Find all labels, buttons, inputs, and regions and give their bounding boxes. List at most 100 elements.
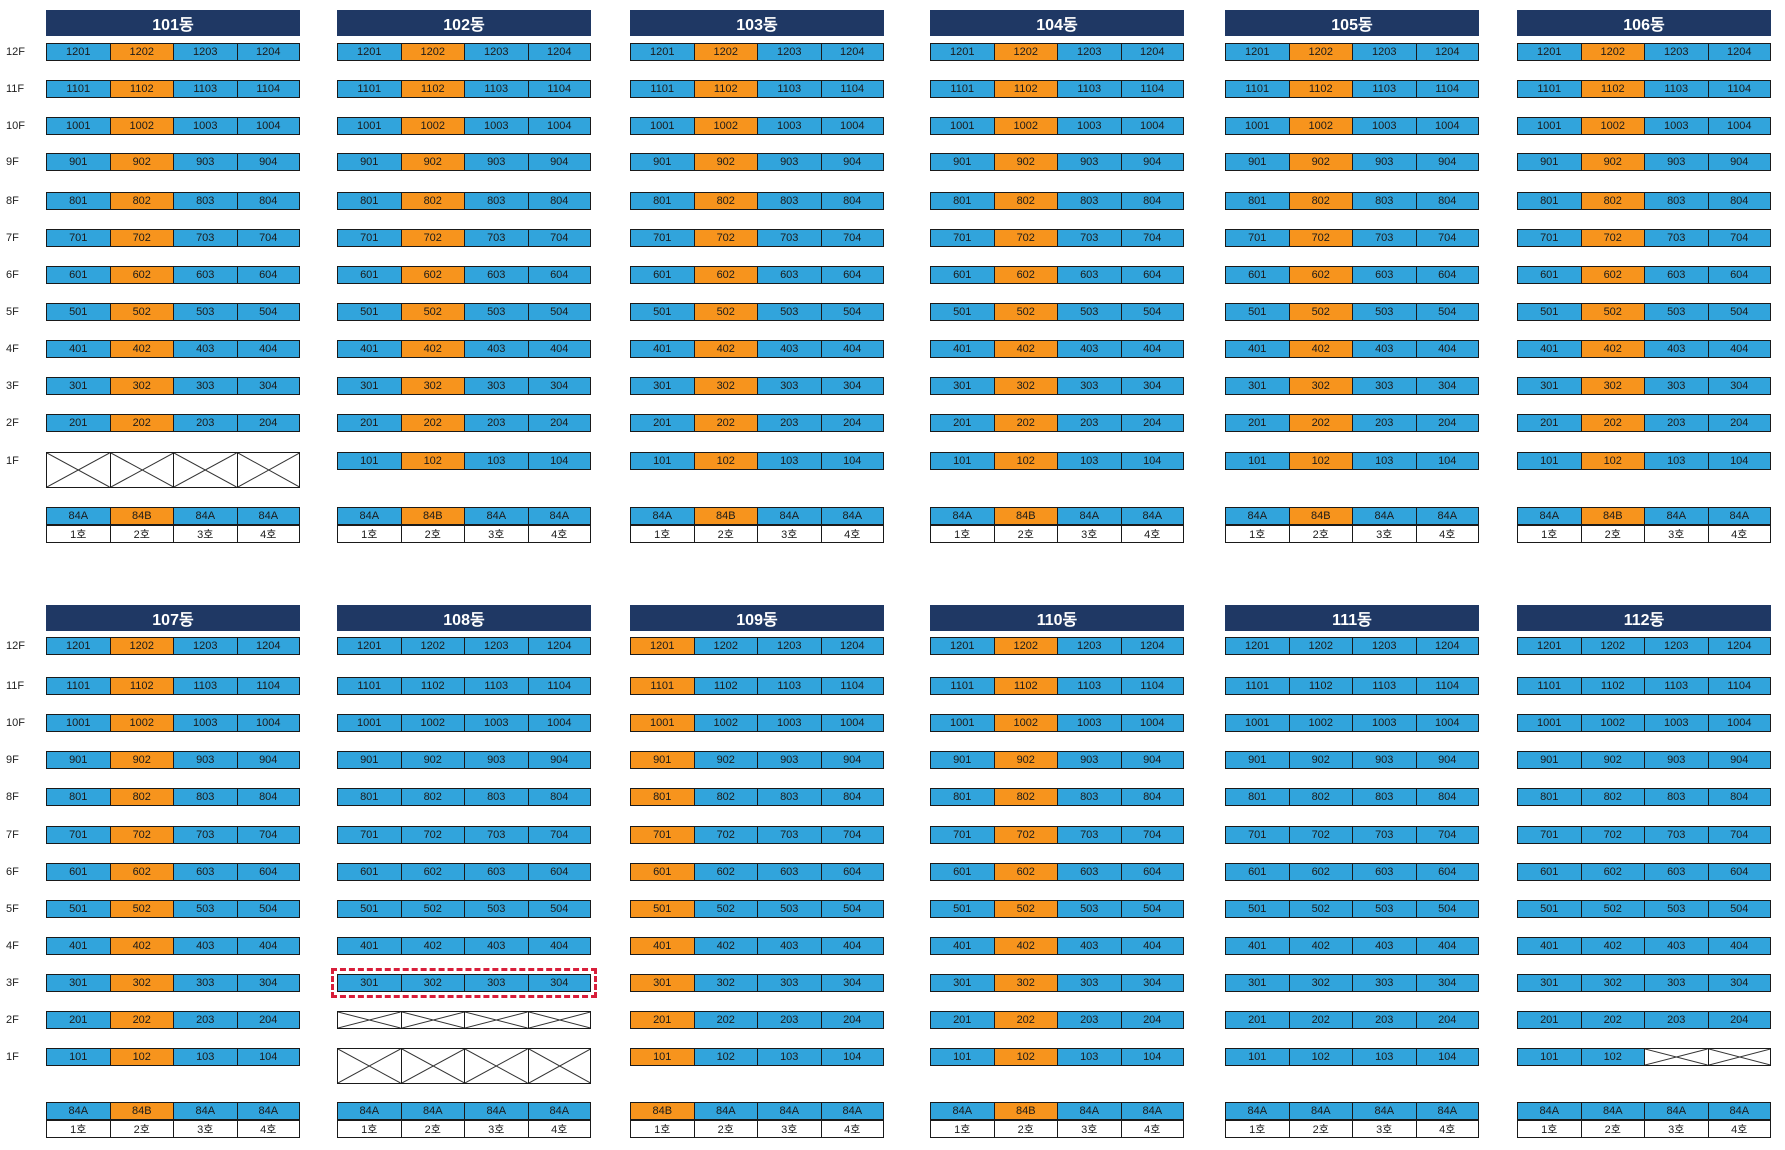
unit-cell[interactable]: 1003: [1057, 117, 1121, 135]
unit-cell[interactable]: 1102: [1580, 677, 1644, 695]
unit-cell[interactable]: 304: [527, 974, 591, 992]
unit-cell[interactable]: 704: [820, 826, 884, 844]
unit-cell[interactable]: 504: [1120, 900, 1184, 918]
unit-cell[interactable]: 304: [236, 377, 300, 395]
unit-cell[interactable]: 201: [1517, 1011, 1581, 1029]
unit-cell[interactable]: 702: [993, 826, 1057, 844]
unit-cell[interactable]: 1001: [930, 714, 994, 732]
unit-cell[interactable]: 1004: [1415, 714, 1479, 732]
unit-cell[interactable]: 403: [757, 340, 821, 358]
unit-cell[interactable]: 204: [1120, 1011, 1184, 1029]
unit-cell[interactable]: 803: [173, 192, 237, 210]
unit-cell[interactable]: 404: [527, 340, 591, 358]
unit-cell[interactable]: 404: [527, 937, 591, 955]
unit-cell[interactable]: 803: [1352, 192, 1416, 210]
unit-cell[interactable]: 1002: [1580, 714, 1644, 732]
unit-cell[interactable]: 303: [173, 377, 237, 395]
unit-cell[interactable]: 504: [527, 303, 591, 321]
unit-cell[interactable]: 1001: [630, 714, 694, 732]
unit-cell[interactable]: 1204: [1415, 43, 1479, 61]
unit-cell[interactable]: 603: [1644, 266, 1708, 284]
unit-cell[interactable]: 1102: [400, 80, 464, 98]
unit-cell[interactable]: 401: [337, 937, 401, 955]
unit-cell[interactable]: 101: [1517, 1048, 1581, 1066]
unit-cell[interactable]: 303: [757, 377, 821, 395]
unit-cell[interactable]: 1201: [1517, 637, 1581, 655]
unit-cell[interactable]: 304: [1415, 974, 1479, 992]
unit-cell[interactable]: 603: [1644, 863, 1708, 881]
unit-cell[interactable]: 1104: [1707, 80, 1771, 98]
unit-cell[interactable]: 402: [693, 340, 757, 358]
unit-cell[interactable]: 702: [693, 826, 757, 844]
unit-cell[interactable]: 1203: [464, 637, 528, 655]
unit-cell[interactable]: 401: [930, 937, 994, 955]
unit-cell[interactable]: 904: [1415, 153, 1479, 171]
unit-cell[interactable]: 501: [630, 900, 694, 918]
unit-cell[interactable]: 1204: [1707, 43, 1771, 61]
unit-cell[interactable]: 1001: [337, 714, 401, 732]
unit-cell[interactable]: 501: [1225, 303, 1289, 321]
unit-cell[interactable]: 102: [400, 452, 464, 470]
unit-cell[interactable]: 302: [1288, 974, 1352, 992]
unit-cell[interactable]: 1201: [337, 43, 401, 61]
unit-cell[interactable]: 601: [337, 863, 401, 881]
unit-cell[interactable]: 903: [173, 153, 237, 171]
unit-cell[interactable]: 402: [1288, 937, 1352, 955]
unit-cell[interactable]: 102: [693, 1048, 757, 1066]
unit-cell[interactable]: 1103: [757, 677, 821, 695]
unit-cell[interactable]: 1004: [527, 117, 591, 135]
unit-cell[interactable]: 203: [757, 1011, 821, 1029]
unit-cell[interactable]: 304: [820, 974, 884, 992]
unit-cell[interactable]: 201: [1225, 1011, 1289, 1029]
unit-cell[interactable]: 804: [1120, 788, 1184, 806]
unit-cell[interactable]: 1101: [630, 677, 694, 695]
unit-cell[interactable]: 1202: [993, 43, 1057, 61]
unit-cell[interactable]: 1001: [1517, 714, 1581, 732]
unit-cell[interactable]: 1101: [930, 80, 994, 98]
unit-cell[interactable]: 1203: [1352, 637, 1416, 655]
unit-cell[interactable]: 403: [1057, 340, 1121, 358]
unit-cell[interactable]: 801: [337, 192, 401, 210]
unit-cell[interactable]: 804: [236, 192, 300, 210]
unit-cell[interactable]: 402: [1580, 937, 1644, 955]
unit-cell[interactable]: 603: [1057, 266, 1121, 284]
unit-cell[interactable]: 501: [1517, 900, 1581, 918]
unit-cell[interactable]: 904: [1707, 751, 1771, 769]
unit-cell[interactable]: 403: [464, 937, 528, 955]
unit-cell[interactable]: 1103: [173, 80, 237, 98]
unit-cell[interactable]: 1101: [1225, 80, 1289, 98]
unit-cell[interactable]: 103: [173, 1048, 237, 1066]
unit-cell[interactable]: 804: [1120, 192, 1184, 210]
unit-cell[interactable]: 701: [337, 826, 401, 844]
unit-cell[interactable]: 301: [46, 974, 110, 992]
unit-cell[interactable]: 201: [337, 414, 401, 432]
unit-cell[interactable]: 102: [993, 1048, 1057, 1066]
unit-cell[interactable]: 302: [993, 377, 1057, 395]
unit-cell[interactable]: 601: [1517, 863, 1581, 881]
unit-cell[interactable]: 304: [1707, 974, 1771, 992]
unit-cell[interactable]: 803: [1644, 192, 1708, 210]
unit-cell[interactable]: 602: [1288, 266, 1352, 284]
unit-cell[interactable]: 202: [1288, 414, 1352, 432]
unit-cell[interactable]: 1104: [820, 80, 884, 98]
unit-cell[interactable]: 702: [1288, 826, 1352, 844]
unit-cell[interactable]: 1201: [1517, 43, 1581, 61]
unit-cell[interactable]: 501: [46, 303, 110, 321]
unit-cell[interactable]: 802: [400, 192, 464, 210]
unit-cell[interactable]: 704: [1120, 229, 1184, 247]
unit-cell[interactable]: 602: [1288, 863, 1352, 881]
unit-cell[interactable]: 602: [1580, 863, 1644, 881]
unit-cell[interactable]: 1104: [1707, 677, 1771, 695]
unit-cell[interactable]: 103: [1352, 1048, 1416, 1066]
unit-cell[interactable]: 1004: [1707, 714, 1771, 732]
unit-cell[interactable]: 903: [1057, 751, 1121, 769]
unit-cell[interactable]: 602: [109, 863, 173, 881]
unit-cell[interactable]: 202: [993, 414, 1057, 432]
unit-cell[interactable]: 1003: [173, 714, 237, 732]
unit-cell[interactable]: 203: [757, 414, 821, 432]
unit-cell[interactable]: 1002: [1580, 117, 1644, 135]
unit-cell[interactable]: 601: [1517, 266, 1581, 284]
unit-cell[interactable]: 1103: [757, 80, 821, 98]
unit-cell[interactable]: 1204: [236, 43, 300, 61]
unit-cell[interactable]: 1204: [236, 637, 300, 655]
